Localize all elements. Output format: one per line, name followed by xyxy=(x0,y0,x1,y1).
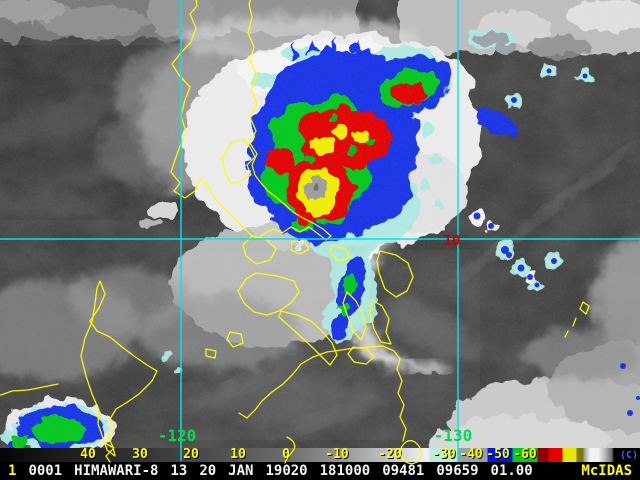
mcidas-label: McIDAS xyxy=(581,463,632,479)
status-field: 09481 xyxy=(382,463,425,479)
colorbar-tick: 40 xyxy=(80,447,96,462)
status-field: 09659 xyxy=(436,463,479,479)
status-line: 1 0001 HIMAWARI-8 13 20 JAN 19020 181000 09481 0… xyxy=(0,462,640,480)
colorbar-unit-label: (C) xyxy=(619,450,638,461)
colorbar-tick: -10 xyxy=(325,447,349,462)
colorbar-tick: 10 xyxy=(230,447,246,462)
film-grain-texture xyxy=(0,0,640,448)
image-info-text: 0001 HIMAWARI-8 13 20 JAN 19020 181000 09481 096… xyxy=(28,463,532,479)
temperature-colorbar: 40 30 20 10 0 -10 -20 -30 -40 -50 -60 (C) xyxy=(0,448,640,462)
status-field: 20 xyxy=(199,463,217,479)
colorbar-tick: 0 xyxy=(282,447,290,462)
colorbar-tick: -40 xyxy=(459,447,483,462)
status-field: HIMAWARI-8 xyxy=(74,463,159,479)
status-field: 0001 xyxy=(28,463,63,479)
colorbar-tick: -20 xyxy=(378,447,402,462)
status-field: 181000 xyxy=(319,463,371,479)
colorbar-tick: 30 xyxy=(132,447,148,462)
colorbar-tick: -50 xyxy=(486,447,510,462)
status-field: 13 xyxy=(170,463,188,479)
colorbar-tick: -30 xyxy=(432,447,456,462)
colorbar-tick: -60 xyxy=(513,447,537,462)
frame-number: 1 xyxy=(8,463,17,479)
status-field: 19020 xyxy=(265,463,308,479)
satellite-image[interactable] xyxy=(0,0,640,448)
status-field: JAN xyxy=(228,463,254,479)
status-field: 01.00 xyxy=(490,463,533,479)
colorbar-gradient xyxy=(0,448,640,462)
colorbar-tick: 20 xyxy=(183,447,199,462)
